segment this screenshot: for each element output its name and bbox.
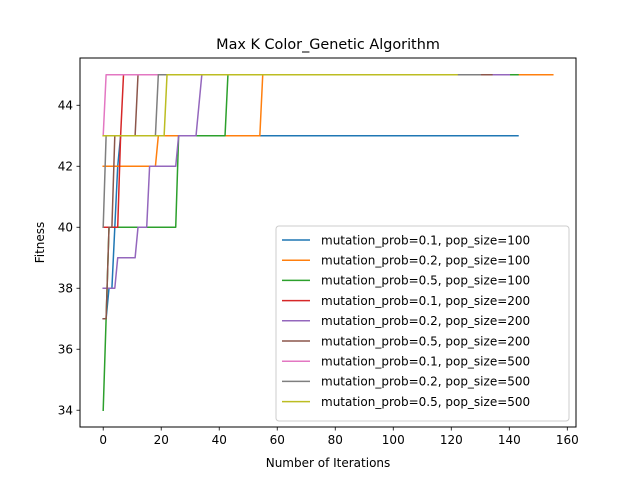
- series-lines: [102, 74, 554, 412]
- y-axis-label: Fitness: [33, 222, 47, 264]
- legend-label-2: mutation_prob=0.2, pop_size=100: [321, 254, 530, 268]
- y-tick-label: 38: [58, 282, 73, 296]
- x-tick-label: 120: [440, 433, 463, 447]
- x-tick-label: 60: [270, 433, 285, 447]
- legend-label-4: mutation_prob=0.1, pop_size=200: [321, 294, 530, 308]
- y-tick-label: 34: [58, 404, 73, 418]
- x-tick-label: 100: [382, 433, 405, 447]
- y-tick-label: 44: [58, 99, 73, 113]
- y-tick-label: 42: [58, 160, 73, 174]
- legend: mutation_prob=0.1, pop_size=100 mutation_…: [275, 225, 570, 422]
- x-axis-label: Number of Iterations: [266, 456, 391, 470]
- y-axis-ticks: 34 36 38 40 42 44: [58, 99, 80, 418]
- legend-box: [275, 225, 570, 422]
- legend-label-7: mutation_prob=0.1, pop_size=500: [321, 355, 530, 369]
- x-axis-ticks: 0 20 40 60 80 100 120 140 160: [99, 427, 579, 447]
- series-line-5: [102, 74, 511, 289]
- legend-label-6: mutation_prob=0.5, pop_size=200: [321, 334, 530, 348]
- plot-frame: [79, 57, 577, 428]
- legend-label-1: mutation_prob=0.1, pop_size=100: [321, 233, 530, 247]
- legend-label-9: mutation_prob=0.5, pop_size=500: [321, 395, 530, 409]
- legend-label-3: mutation_prob=0.5, pop_size=100: [321, 274, 530, 288]
- series-line-9: [102, 74, 458, 137]
- legend-label-8: mutation_prob=0.2, pop_size=500: [321, 375, 530, 389]
- x-tick-label: 80: [328, 433, 343, 447]
- x-tick-label: 140: [498, 433, 521, 447]
- y-tick-label: 40: [58, 221, 73, 235]
- x-tick-label: 40: [212, 433, 227, 447]
- x-tick-label: 160: [556, 433, 579, 447]
- y-tick-label: 36: [58, 343, 73, 357]
- x-tick-label: 0: [99, 433, 107, 447]
- x-tick-label: 20: [154, 433, 169, 447]
- chart-title: Max K Color_Genetic Algorithm: [216, 37, 440, 53]
- legend-label-5: mutation_prob=0.2, pop_size=200: [321, 314, 530, 328]
